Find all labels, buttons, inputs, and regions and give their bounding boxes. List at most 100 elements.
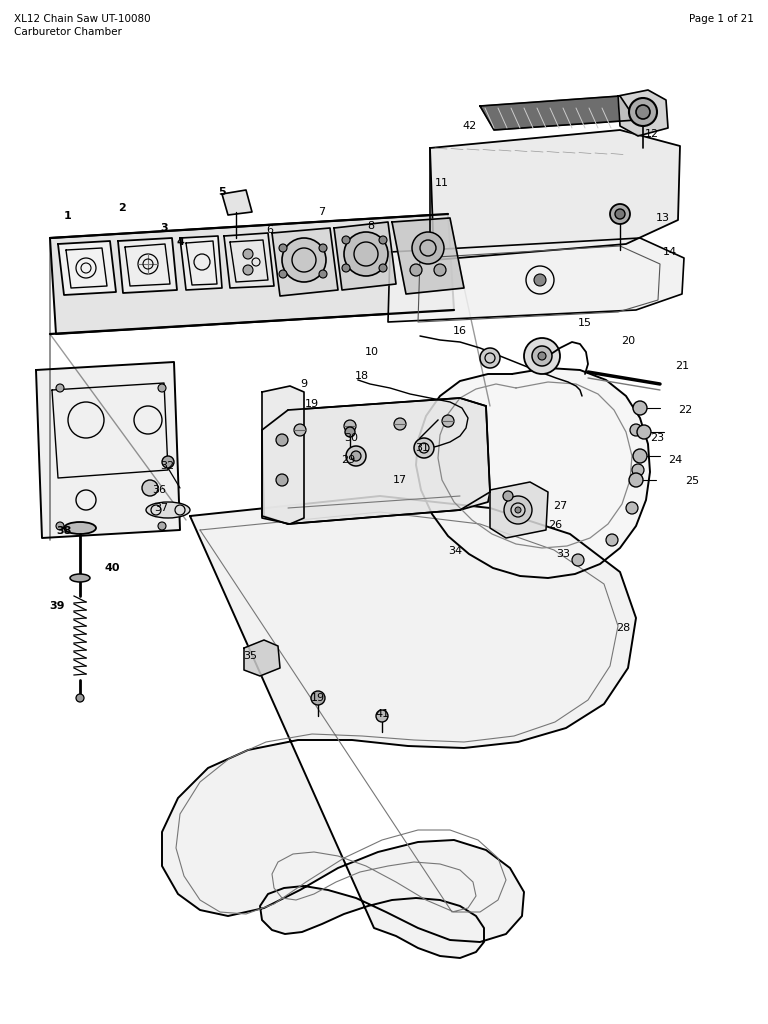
Ellipse shape <box>414 438 434 458</box>
Ellipse shape <box>636 105 650 119</box>
Ellipse shape <box>626 502 638 514</box>
Ellipse shape <box>629 473 643 487</box>
Ellipse shape <box>345 427 355 437</box>
Text: 21: 21 <box>675 361 689 371</box>
Ellipse shape <box>243 265 253 275</box>
Polygon shape <box>334 222 396 290</box>
Polygon shape <box>162 496 636 958</box>
Text: 24: 24 <box>668 455 682 465</box>
Text: 13: 13 <box>656 213 670 223</box>
Ellipse shape <box>503 490 513 501</box>
Ellipse shape <box>633 449 647 463</box>
Ellipse shape <box>311 691 325 705</box>
Text: 25: 25 <box>685 476 699 486</box>
Ellipse shape <box>538 352 546 360</box>
Text: 17: 17 <box>393 475 407 485</box>
Ellipse shape <box>610 204 630 224</box>
Text: 3: 3 <box>161 223 168 233</box>
Polygon shape <box>618 90 668 136</box>
Text: 40: 40 <box>104 563 120 573</box>
Text: 38: 38 <box>56 526 71 536</box>
Text: 18: 18 <box>355 371 369 381</box>
Ellipse shape <box>606 534 618 546</box>
Text: 27: 27 <box>553 501 567 511</box>
Polygon shape <box>50 214 454 334</box>
Text: 36: 36 <box>152 485 166 495</box>
Ellipse shape <box>346 446 366 466</box>
Ellipse shape <box>158 522 166 530</box>
Polygon shape <box>272 228 338 296</box>
Ellipse shape <box>243 249 253 259</box>
Ellipse shape <box>572 554 584 566</box>
Ellipse shape <box>504 496 532 524</box>
Ellipse shape <box>162 456 174 468</box>
Ellipse shape <box>412 232 444 264</box>
Ellipse shape <box>532 346 552 366</box>
Ellipse shape <box>319 244 327 252</box>
Text: 4: 4 <box>176 237 184 247</box>
Ellipse shape <box>376 710 388 722</box>
Text: 16: 16 <box>453 326 467 336</box>
Ellipse shape <box>534 274 546 286</box>
Text: 35: 35 <box>243 651 257 662</box>
Ellipse shape <box>379 264 387 272</box>
Ellipse shape <box>630 424 642 436</box>
Ellipse shape <box>434 264 446 276</box>
Text: 29: 29 <box>341 455 355 465</box>
Ellipse shape <box>142 480 158 496</box>
Text: 28: 28 <box>616 623 630 633</box>
Polygon shape <box>224 233 274 288</box>
Ellipse shape <box>70 574 90 582</box>
Polygon shape <box>480 96 636 130</box>
Polygon shape <box>58 241 116 295</box>
Ellipse shape <box>410 264 422 276</box>
Text: 20: 20 <box>621 336 635 346</box>
Ellipse shape <box>637 425 651 439</box>
Text: 1: 1 <box>64 211 72 221</box>
Text: 7: 7 <box>319 207 326 217</box>
Ellipse shape <box>344 232 388 276</box>
Text: 10: 10 <box>365 347 379 357</box>
Ellipse shape <box>158 384 166 392</box>
Ellipse shape <box>442 415 454 427</box>
Text: 19: 19 <box>305 399 319 409</box>
Text: 37: 37 <box>154 503 168 513</box>
Polygon shape <box>262 398 490 524</box>
Text: XL12 Chain Saw UT-10080
Carburetor Chamber: XL12 Chain Saw UT-10080 Carburetor Chamb… <box>14 14 151 37</box>
Polygon shape <box>416 368 650 578</box>
Ellipse shape <box>632 464 644 476</box>
Ellipse shape <box>524 338 560 374</box>
Ellipse shape <box>379 236 387 244</box>
Text: 32: 32 <box>160 461 174 471</box>
Ellipse shape <box>319 270 327 278</box>
Text: 15: 15 <box>578 318 592 328</box>
Polygon shape <box>388 238 684 322</box>
Ellipse shape <box>146 502 190 518</box>
Ellipse shape <box>294 424 306 436</box>
Ellipse shape <box>480 348 500 368</box>
Polygon shape <box>490 482 548 538</box>
Text: 6: 6 <box>266 225 273 234</box>
Text: 19: 19 <box>311 693 325 703</box>
Polygon shape <box>118 238 177 293</box>
Text: 33: 33 <box>556 549 570 559</box>
Text: 2: 2 <box>118 203 126 213</box>
Text: 14: 14 <box>663 247 677 257</box>
Ellipse shape <box>342 264 350 272</box>
Ellipse shape <box>342 236 350 244</box>
Text: 11: 11 <box>435 178 449 188</box>
Polygon shape <box>262 386 304 524</box>
Text: 34: 34 <box>448 546 462 556</box>
Ellipse shape <box>629 98 657 126</box>
Ellipse shape <box>76 694 84 702</box>
Text: 23: 23 <box>650 433 664 443</box>
Polygon shape <box>36 362 180 538</box>
Polygon shape <box>180 236 222 290</box>
Ellipse shape <box>282 238 326 282</box>
Ellipse shape <box>394 418 406 430</box>
Text: 39: 39 <box>49 601 65 611</box>
Text: 31: 31 <box>415 443 429 453</box>
Polygon shape <box>222 190 252 215</box>
Ellipse shape <box>64 522 96 534</box>
Text: 42: 42 <box>463 121 477 131</box>
